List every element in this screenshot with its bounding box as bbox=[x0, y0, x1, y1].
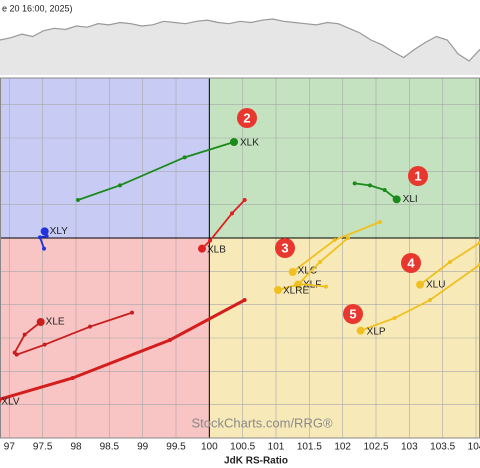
tail-dot bbox=[70, 376, 75, 380]
tail-dot bbox=[42, 342, 47, 347]
series-label: XLRE bbox=[283, 286, 309, 297]
head-marker bbox=[40, 227, 49, 236]
annotation-number: 2 bbox=[243, 110, 250, 125]
head-marker bbox=[36, 318, 45, 326]
x-tick-label: 103.5 bbox=[430, 442, 455, 453]
tail-dot bbox=[378, 220, 382, 224]
head-marker bbox=[288, 268, 297, 276]
tail-dot bbox=[118, 183, 122, 188]
annotation-badge bbox=[408, 166, 428, 186]
tail-dot bbox=[324, 284, 328, 289]
series-label: XLK bbox=[240, 138, 259, 149]
annotation-badge bbox=[401, 253, 421, 273]
tail-line bbox=[354, 182, 398, 201]
x-tick-label: 104 bbox=[468, 442, 480, 453]
tail-dot bbox=[76, 198, 80, 202]
tail-dot bbox=[208, 238, 212, 243]
series-label: XLI bbox=[403, 194, 418, 205]
tail-dot bbox=[318, 260, 322, 264]
x-tick-label: 99 bbox=[137, 442, 149, 453]
series-label: XLV bbox=[1, 397, 19, 408]
series-label: XLC bbox=[298, 266, 317, 277]
x-tick-label: 97 bbox=[4, 442, 16, 453]
series-label: XLU bbox=[426, 279, 445, 290]
series-label: XLE bbox=[46, 317, 65, 328]
head-marker bbox=[356, 326, 365, 335]
tail-dot bbox=[22, 332, 27, 337]
x-tick-label: 102.5 bbox=[363, 442, 388, 453]
tail-dot bbox=[130, 310, 134, 315]
head-marker bbox=[416, 280, 424, 289]
tail-dot bbox=[182, 155, 187, 160]
x-axis-label: JdK RS-Ratio bbox=[224, 456, 288, 467]
x-tick-label: 98 bbox=[70, 442, 82, 453]
series-label: XLB bbox=[207, 244, 226, 255]
x-tick-label: 102 bbox=[334, 442, 351, 453]
tail-dot bbox=[12, 350, 17, 355]
tail-dot bbox=[368, 183, 372, 188]
head-marker bbox=[230, 138, 238, 146]
benchmark-line bbox=[0, 18, 480, 62]
tail-dot bbox=[448, 260, 452, 264]
tail-dot bbox=[352, 181, 357, 186]
annotation-number: 5 bbox=[349, 306, 356, 321]
head-marker bbox=[0, 397, 2, 403]
watermark: StockCharts.com/RRG® bbox=[191, 415, 332, 430]
tail-line bbox=[360, 263, 480, 332]
series-label: XLY bbox=[50, 226, 68, 237]
tail-dot bbox=[392, 316, 397, 320]
series-label: XLP bbox=[367, 326, 386, 337]
benchmark-title: e 20 16:00, 2025) bbox=[2, 3, 73, 13]
x-tick-label: 101.5 bbox=[297, 442, 322, 453]
tail-dot bbox=[242, 298, 247, 302]
tail-dot bbox=[346, 236, 350, 240]
tail-line bbox=[77, 141, 235, 201]
x-tick-label: 98.5 bbox=[100, 442, 120, 453]
x-tick-label: 103 bbox=[401, 442, 418, 453]
annotation-badge bbox=[237, 108, 257, 128]
annotation-number: 3 bbox=[281, 240, 288, 255]
annotation-number: 1 bbox=[414, 168, 421, 183]
tail-dot bbox=[168, 338, 172, 342]
tail-dot bbox=[230, 211, 234, 216]
tail-line bbox=[0, 298, 246, 401]
x-tick-label: 101 bbox=[268, 442, 285, 453]
annotation-number: 4 bbox=[407, 255, 415, 270]
tail-dot bbox=[88, 324, 92, 329]
tail-dot bbox=[382, 188, 387, 192]
annotation-badge bbox=[343, 304, 363, 324]
tail-dot bbox=[298, 282, 302, 286]
x-tick-label: 97.5 bbox=[33, 442, 53, 453]
quadrant-improving bbox=[0, 78, 210, 238]
x-tick-label: 99.5 bbox=[166, 442, 186, 453]
head-marker bbox=[392, 195, 401, 204]
x-tick-label: 100 bbox=[201, 442, 218, 453]
tail-dot bbox=[428, 298, 432, 302]
tail-dot bbox=[332, 238, 337, 242]
head-marker bbox=[198, 244, 206, 253]
x-tick-label: 100.5 bbox=[230, 442, 255, 453]
tail-dot bbox=[42, 246, 46, 251]
head-marker bbox=[274, 286, 282, 294]
tail-dot bbox=[38, 235, 42, 240]
tail-line bbox=[201, 199, 246, 250]
tail-dot bbox=[242, 198, 247, 202]
quadrant-leading bbox=[209, 78, 480, 238]
annotation-badge bbox=[275, 238, 295, 258]
